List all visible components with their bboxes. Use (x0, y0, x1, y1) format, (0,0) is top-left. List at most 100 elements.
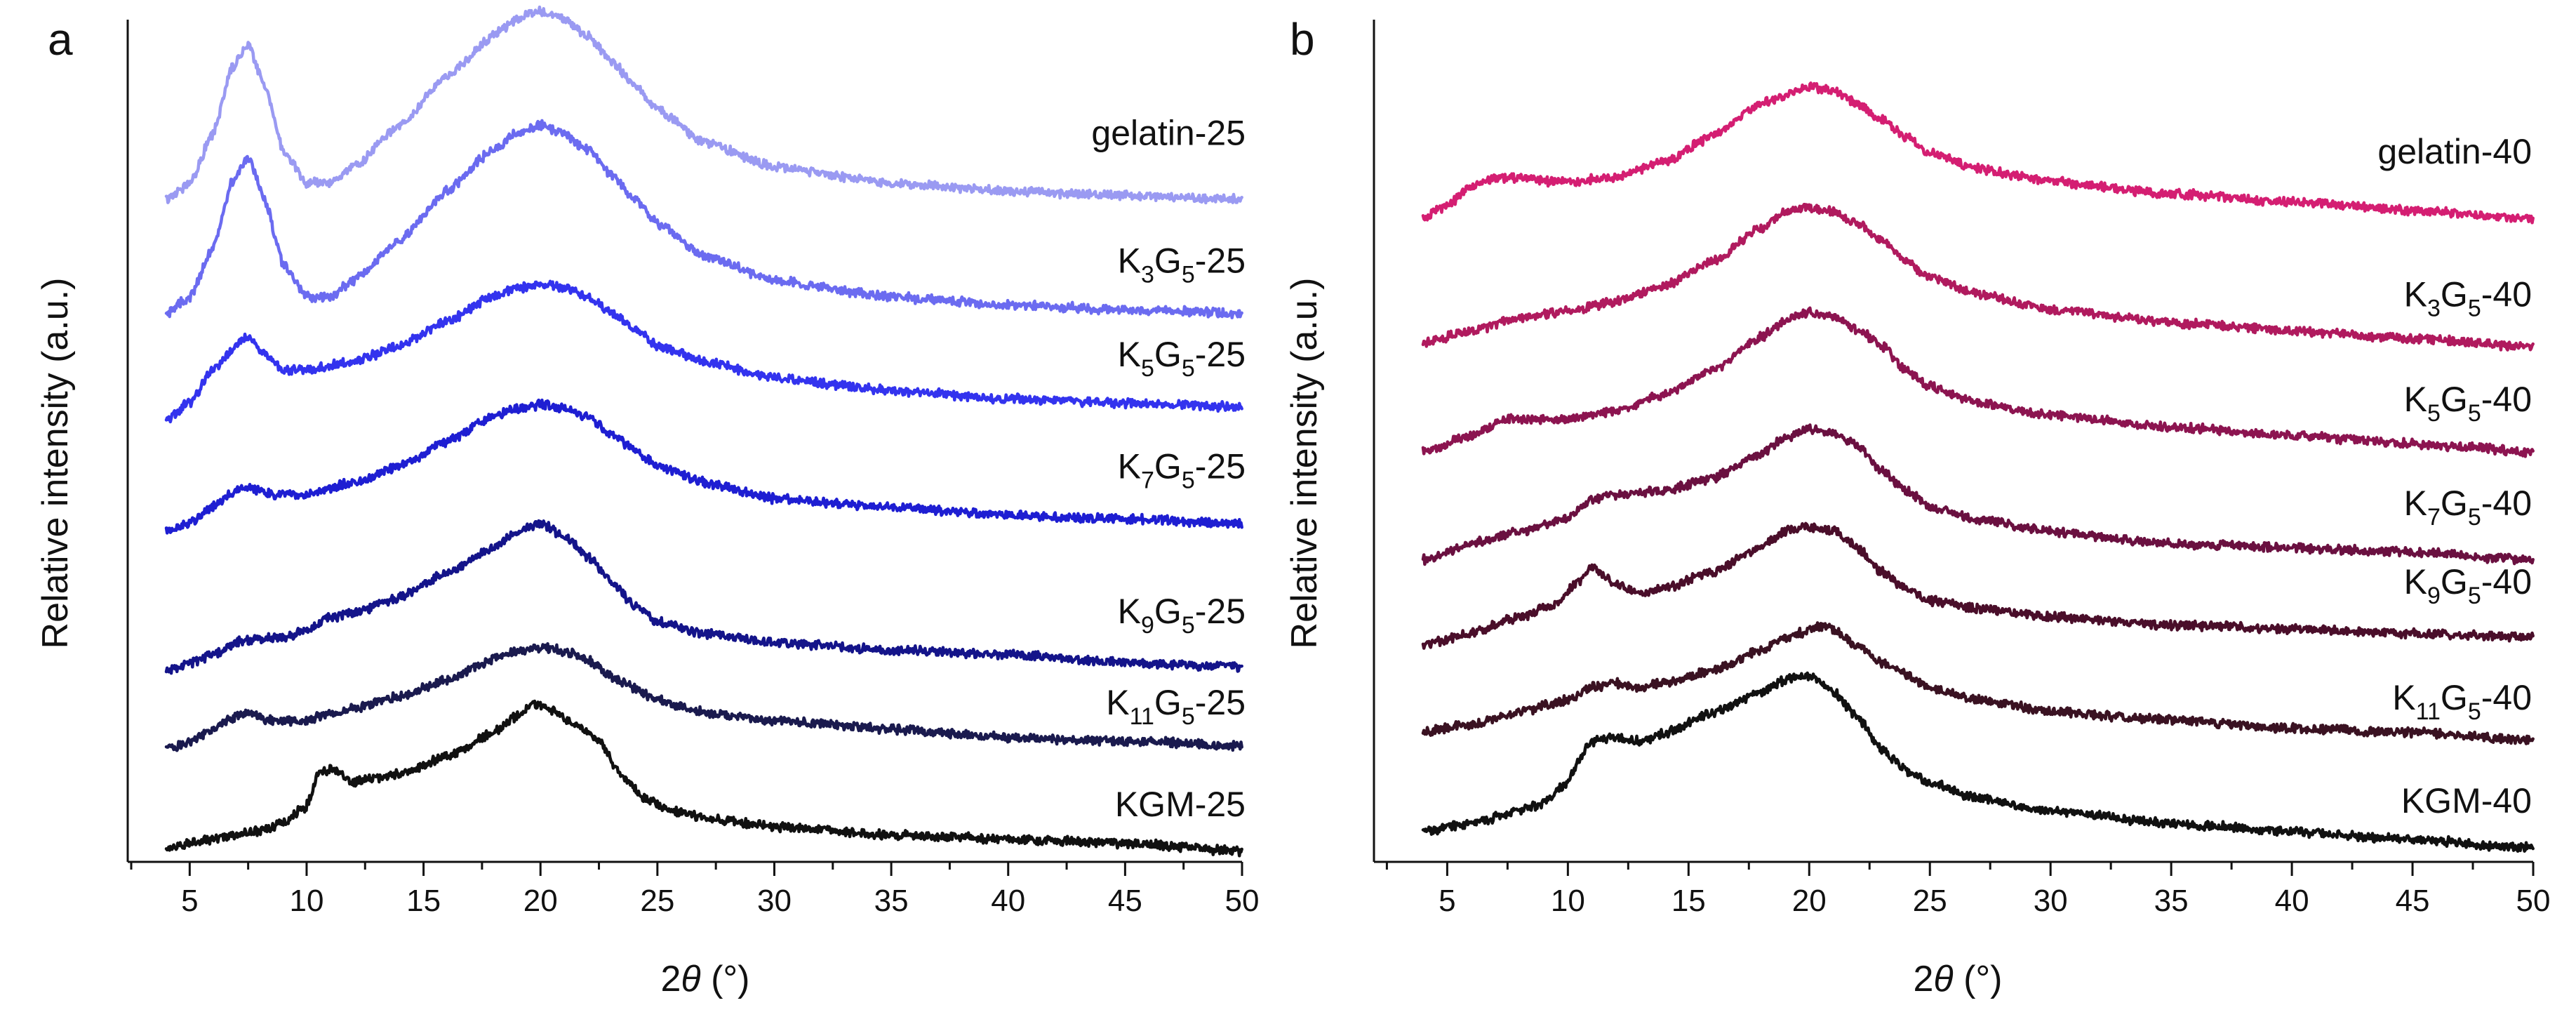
series-label-part: K (1118, 592, 1141, 631)
panel-a-x-tick-label: 50 (1225, 884, 1260, 918)
panel-a-series-K11G5-25 (164, 641, 1243, 752)
panel-a-series-label: gelatin-25 (1091, 113, 1246, 152)
series-label-part: G (1154, 335, 1182, 374)
panel-b-series-label: gelatin-40 (2377, 132, 2532, 171)
panel-b-series-K11G5-40 (1421, 621, 2535, 745)
panel-a-x-axis-label: 2θ (°) (660, 959, 749, 999)
series-label-part: G (2441, 484, 2468, 523)
panel-b-x-tick-label: 25 (1913, 884, 1947, 918)
panel-a-series-K7G5-25 (164, 398, 1243, 535)
panel-b-series-K5G5-40 (1421, 306, 2535, 458)
series-label-part: K (2404, 484, 2427, 523)
panel-a-series-K9G5-25 (164, 519, 1243, 675)
panel-b-x-axis-label-unit: (°) (1954, 959, 2003, 999)
series-label-part: -40 (2481, 380, 2532, 419)
series-label-part: G (2441, 274, 2468, 314)
series-label-part: 5 (1182, 703, 1195, 730)
series-label-part: K (2404, 380, 2427, 419)
panel-b-x-tick-label: 45 (2396, 884, 2430, 918)
panel-a-series-KGM-25 (164, 699, 1243, 858)
series-label-part: 5 (1182, 262, 1195, 288)
series-label-part: gelatin-25 (1091, 113, 1246, 152)
series-label-part: 5 (2468, 698, 2481, 725)
panel-a-letter: a (48, 14, 73, 65)
series-label-part: 7 (2427, 504, 2441, 531)
panel-b-series-gelatin-40 (1421, 81, 2535, 225)
series-label-part: 5 (2468, 400, 2481, 427)
panel-b-series-label: K7G5-40 (2404, 484, 2532, 531)
panel-b-letter: b (1290, 14, 1315, 65)
panel-a-series-label: K3G5-25 (1118, 241, 1246, 288)
series-label-part: -40 (2481, 678, 2532, 717)
panel-a-x-tick-label: 45 (1108, 884, 1142, 918)
series-label-part: G (2441, 678, 2468, 717)
panel-a-series-label: KGM-25 (1115, 785, 1246, 824)
series-label-part: G (1154, 683, 1182, 722)
series-label-part: K (2392, 678, 2415, 717)
series-label-part: -25 (1195, 241, 1246, 281)
series-label-part: KGM-40 (2401, 781, 2532, 820)
panel-a-series-K3G5-25 (164, 119, 1243, 319)
series-label-part: 5 (1182, 355, 1195, 382)
panel-b-x-tick-label: 20 (1792, 884, 1827, 918)
series-label-part: -40 (2481, 274, 2532, 314)
panel-b-x-tick-label: 50 (2516, 884, 2551, 918)
panel-b-series-K9G5-40 (1421, 521, 2535, 650)
series-label-part: -25 (1195, 683, 1246, 722)
panel-a-series-label: K9G5-25 (1118, 592, 1246, 639)
series-label-part: 9 (2427, 583, 2441, 609)
panel-a-series-K5G5-25 (164, 279, 1243, 424)
series-label-part: G (2441, 562, 2468, 601)
panel-a-x-tick-label: 10 (289, 884, 323, 918)
series-label-part: 5 (1141, 355, 1154, 382)
series-label-part: 5 (1182, 467, 1195, 494)
series-label-part: 5 (1182, 612, 1195, 639)
panel-b-series-label: K3G5-40 (2404, 274, 2532, 321)
series-label-part: 5 (2468, 504, 2481, 531)
series-label-part: G (1154, 447, 1182, 486)
panel-a-x-tick-label: 30 (757, 884, 792, 918)
series-label-part: G (1154, 241, 1182, 281)
panel-a-x-tick-label: 20 (523, 884, 558, 918)
panel-b-x-axis-label-symbol: θ (1933, 959, 1953, 999)
series-label-part: gelatin-40 (2377, 132, 2532, 171)
panel-b-y-axis-label: Relative intensity (a.u.) (1284, 278, 1325, 649)
panel-b-series-label: K11G5-40 (2392, 678, 2532, 725)
panel-a-series-label: K7G5-25 (1118, 447, 1246, 494)
panel-a-x-tick-label: 40 (991, 884, 1025, 918)
series-label-part: G (2441, 380, 2468, 419)
series-label-part: K (1106, 683, 1129, 722)
series-label-part: K (1118, 447, 1141, 486)
series-label-part: 3 (2427, 295, 2441, 321)
panel-a: a Relative intensity (a.u.) 2θ (°) 5 10 15… (35, 5, 1260, 999)
panel-a-x-tick-label: 25 (640, 884, 674, 918)
series-label-part: 3 (1141, 262, 1154, 288)
series-label-part: K (1118, 335, 1141, 374)
panel-b: b Relative intensity (a.u.) 2θ (°) 5 10 15… (1284, 14, 2550, 999)
series-label-part: 11 (1130, 703, 1154, 730)
panel-b-x-axis-label: 2θ (°) (1913, 959, 2002, 999)
panel-b-x-tick-label: 10 (1551, 884, 1585, 918)
panel-a-series-gelatin-25 (164, 5, 1243, 205)
panel-b-series-label: K9G5-40 (2404, 562, 2532, 609)
series-label-part: KGM-25 (1115, 785, 1246, 824)
series-label-part: 9 (1141, 612, 1154, 639)
series-label-part: -40 (2481, 484, 2532, 523)
panel-b-x-axis-label-prefix: 2 (1913, 959, 1933, 999)
panel-b-x-tick-label: 35 (2154, 884, 2189, 918)
series-label-part: 11 (2416, 698, 2441, 725)
series-label-part: -40 (2481, 562, 2532, 601)
panel-a-series-label: K5G5-25 (1118, 335, 1246, 382)
panel-b-x-tick-label: 30 (2034, 884, 2068, 918)
series-label-part: K (2404, 562, 2427, 601)
series-label-part: 5 (2468, 295, 2481, 321)
series-label-part: -25 (1195, 592, 1246, 631)
panel-b-x-tick-label: 5 (1439, 884, 1455, 918)
panel-b-x-tick-label: 15 (1671, 884, 1706, 918)
panel-b-series-KGM-40 (1421, 671, 2535, 853)
panel-a-x-axis-label-symbol: θ (681, 959, 700, 999)
series-label-part: 5 (2427, 400, 2441, 427)
series-label-part: K (1118, 241, 1141, 281)
panel-b-series-label: KGM-40 (2401, 781, 2532, 820)
series-label-part: 7 (1141, 467, 1154, 494)
